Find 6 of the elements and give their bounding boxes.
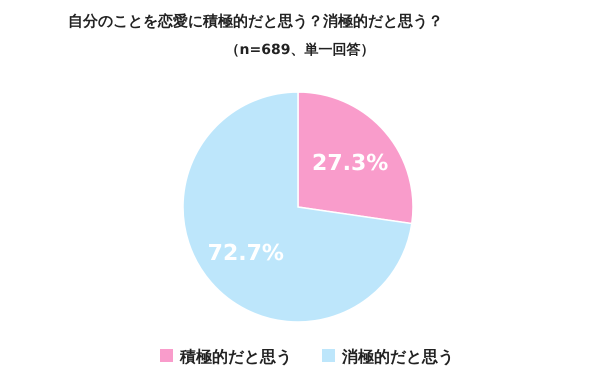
data-label: 72.7% xyxy=(208,241,284,266)
legend-label: 積極的だと思う xyxy=(179,347,292,366)
data-label: 27.3% xyxy=(312,150,388,176)
chart-title: 自分のことを恋愛に積極的だと思う？消極的だと思う？ xyxy=(68,12,443,30)
chart-subtitle: （n=689、単一回答） xyxy=(226,42,374,58)
legend-label: 消極的だと思う xyxy=(341,347,454,366)
